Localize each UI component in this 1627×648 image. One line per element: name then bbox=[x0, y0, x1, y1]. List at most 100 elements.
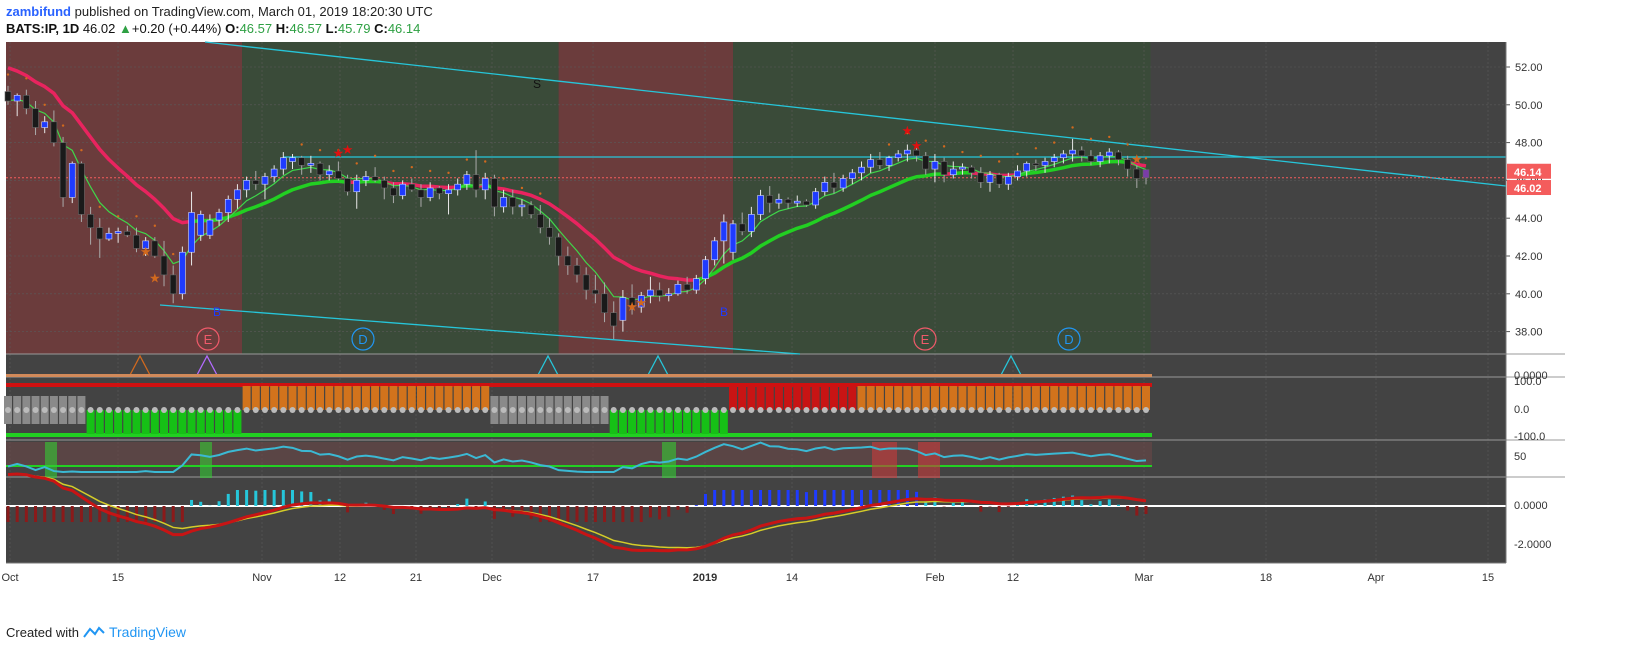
osc2-dot bbox=[50, 407, 57, 413]
time-axis[interactable]: Oct 15 Nov 12 21 Dec 17 2019 14 Feb 12 Mar 18 Apr 15 bbox=[1, 562, 1506, 584]
osc2-dot bbox=[867, 407, 874, 413]
price-axis[interactable]: 52.0050.0048.0046.0044.0042.0040.0038.00… bbox=[1505, 42, 1551, 563]
osc2-bar bbox=[242, 386, 251, 410]
osc3-highlight-1 bbox=[200, 442, 212, 478]
osc2-dot bbox=[858, 407, 865, 413]
candle-body bbox=[1133, 168, 1141, 179]
osc2-bar bbox=[325, 386, 334, 410]
candle-body bbox=[1050, 157, 1058, 162]
macd-hist-bar bbox=[24, 506, 28, 522]
candle-body bbox=[1105, 151, 1113, 157]
triangle-marker-1 bbox=[196, 354, 218, 376]
osc2-dot bbox=[895, 407, 902, 413]
tradingview-brand-link[interactable]: TradingView bbox=[108, 624, 187, 640]
macd-hist-bar bbox=[850, 490, 854, 506]
candle bbox=[803, 199, 810, 207]
annotation-letter: D bbox=[358, 332, 367, 347]
annotation-ring bbox=[1057, 327, 1081, 351]
macd-hist-bar bbox=[79, 506, 83, 522]
candle-body bbox=[674, 284, 682, 295]
osc2-bar bbox=[407, 386, 416, 410]
osc2-bar bbox=[1096, 386, 1105, 410]
candle bbox=[821, 176, 829, 196]
candle bbox=[491, 174, 498, 217]
x-tick-label: 17 bbox=[587, 572, 599, 584]
candle bbox=[509, 189, 517, 215]
osc2-dot bbox=[720, 407, 727, 413]
candle bbox=[289, 153, 296, 170]
candle-body bbox=[867, 159, 874, 168]
trendline-lower bbox=[159, 304, 801, 355]
candle bbox=[1115, 150, 1122, 166]
candle-body bbox=[931, 161, 939, 170]
candle bbox=[830, 172, 838, 194]
main-pane[interactable]: ★★★★★★★★★E D E DB BS bbox=[4, 41, 1507, 376]
osc2-bar bbox=[673, 410, 682, 434]
candle bbox=[133, 227, 140, 253]
candle bbox=[839, 174, 847, 192]
candle-body bbox=[527, 204, 535, 215]
osc2-dot bbox=[592, 407, 599, 413]
osc2-dot bbox=[408, 407, 415, 413]
macd-hist-bar bbox=[89, 506, 93, 522]
osc2-dot bbox=[252, 407, 259, 413]
macd-hist-bar bbox=[1052, 497, 1056, 506]
osc2-dot bbox=[546, 407, 553, 413]
candle-body bbox=[32, 108, 39, 128]
triangle-marker-4 bbox=[1000, 354, 1022, 376]
candle-body bbox=[1124, 159, 1131, 170]
osc2-bar bbox=[1132, 386, 1141, 410]
candle bbox=[1133, 165, 1141, 188]
osc3-highlight-2 bbox=[662, 442, 676, 478]
candle bbox=[959, 163, 966, 175]
osc2-bar bbox=[1022, 386, 1031, 410]
candle-body bbox=[445, 189, 452, 194]
y-tick-label: 38.00 bbox=[1515, 327, 1543, 339]
macd-hist-bar bbox=[795, 490, 799, 506]
candle bbox=[885, 155, 893, 171]
sar-dot bbox=[520, 186, 524, 190]
x-tick-label: 15 bbox=[1482, 572, 1494, 584]
signal-star-icon: ★ bbox=[1131, 151, 1143, 166]
candle-body bbox=[252, 180, 260, 185]
annotation-ring bbox=[913, 327, 937, 351]
macd-hist-bar bbox=[309, 492, 313, 506]
candle bbox=[408, 178, 416, 192]
candle-body bbox=[280, 157, 287, 170]
candle bbox=[527, 201, 535, 219]
candle-body bbox=[316, 163, 324, 176]
macd-hist-bar bbox=[612, 506, 616, 522]
macd-hist-bar bbox=[226, 493, 230, 506]
osc2-dot bbox=[730, 407, 737, 413]
candle-body bbox=[124, 231, 131, 236]
osc2-dot bbox=[124, 407, 131, 413]
macd-hist-bar bbox=[924, 501, 928, 506]
macd-hist-bar bbox=[291, 490, 294, 506]
osc2-dot bbox=[317, 407, 324, 413]
candle bbox=[50, 110, 58, 147]
annotation-letter: E bbox=[921, 332, 930, 347]
candle-body bbox=[1115, 151, 1122, 160]
candle bbox=[4, 85, 12, 105]
osc2-dot bbox=[665, 407, 672, 413]
osc2-bar bbox=[260, 386, 269, 410]
annotation-ring bbox=[196, 327, 220, 351]
osc-axis-label: 100.0 bbox=[1514, 376, 1542, 388]
ema-segment bbox=[695, 172, 945, 282]
osc2-bar bbox=[820, 386, 829, 410]
candle-body bbox=[1023, 163, 1030, 172]
candle-body bbox=[1078, 149, 1086, 157]
osc2-bar bbox=[628, 410, 637, 434]
sar-dot bbox=[61, 124, 65, 127]
osc2-bar bbox=[444, 386, 453, 410]
candle-body bbox=[454, 183, 461, 191]
macd-hist-bar bbox=[254, 490, 258, 506]
osc2-dot bbox=[344, 407, 351, 413]
candle bbox=[316, 161, 324, 181]
author-name[interactable]: zambifund bbox=[6, 4, 71, 19]
price-tag-bg bbox=[1507, 163, 1551, 179]
candle-body bbox=[637, 295, 645, 308]
osc2-bar bbox=[683, 410, 692, 434]
candle bbox=[417, 184, 425, 207]
